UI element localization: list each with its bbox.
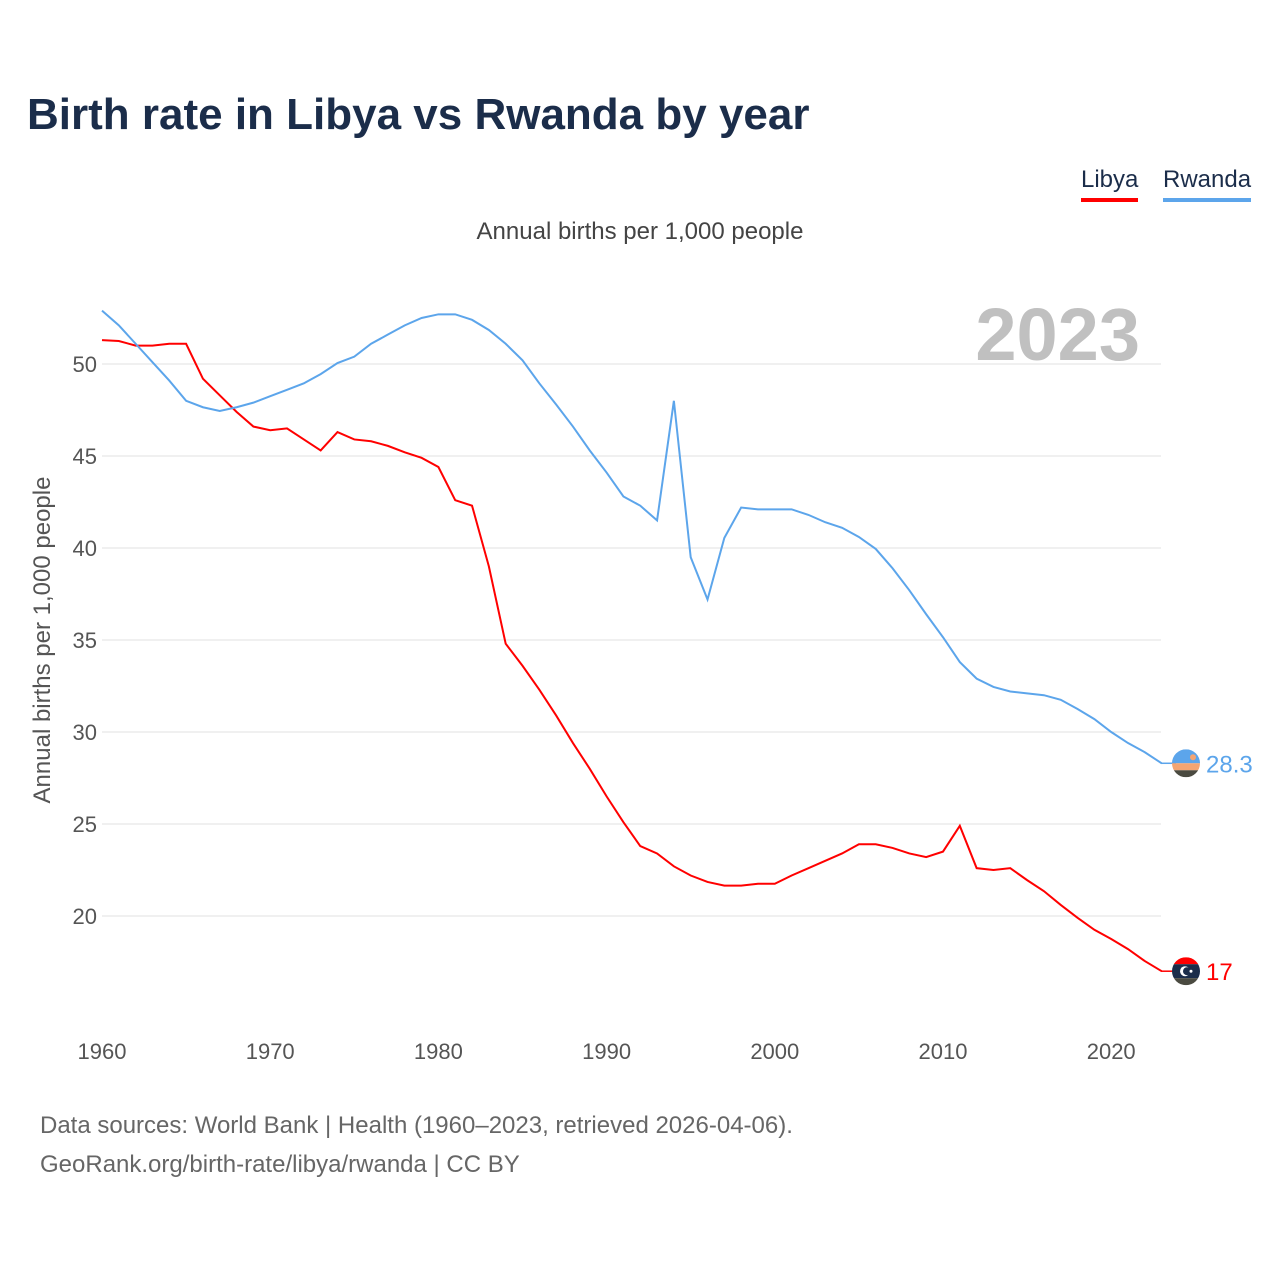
flag-stripe bbox=[1172, 770, 1200, 778]
y-tick-label: 25 bbox=[73, 812, 97, 837]
y-tick-label: 45 bbox=[73, 444, 97, 469]
flag-icon-rwanda bbox=[1172, 749, 1200, 778]
year-watermark: 2023 bbox=[975, 293, 1140, 376]
flag-stripe bbox=[1172, 957, 1200, 965]
footer: Data sources: World Bank | Health (1960–… bbox=[40, 1106, 793, 1184]
y-tick-label: 30 bbox=[73, 720, 97, 745]
flag-body bbox=[1172, 957, 1200, 986]
x-tick-label: 1980 bbox=[414, 1039, 463, 1064]
legend-item-libya[interactable]: Libya bbox=[1081, 166, 1139, 202]
flag-star bbox=[1189, 969, 1193, 973]
flag-crescent-cut bbox=[1183, 967, 1191, 976]
x-tick-label: 2000 bbox=[750, 1039, 799, 1064]
x-tick-label: 2020 bbox=[1087, 1039, 1136, 1064]
flag-icon-libya bbox=[1172, 957, 1200, 986]
attribution-link[interactable]: GeoRank.org/birth-rate/libya/rwanda | CC… bbox=[40, 1151, 520, 1178]
y-tick-label: 20 bbox=[73, 904, 97, 929]
series-line-rwanda bbox=[101, 309, 1163, 765]
chart-title: Birth rate in Libya vs Rwanda by year bbox=[27, 90, 810, 139]
end-value-label: 28.3 bbox=[1206, 751, 1253, 778]
chart-subtitle: Annual births per 1,000 people bbox=[476, 218, 804, 245]
x-tick-label: 1970 bbox=[246, 1039, 295, 1064]
x-tick-label: 2010 bbox=[919, 1039, 968, 1064]
flag-body bbox=[1172, 749, 1200, 778]
y-axis-label: Annual births per 1,000 people bbox=[29, 477, 56, 804]
legend-item-rwanda[interactable]: Rwanda bbox=[1163, 166, 1252, 202]
flag-sun bbox=[1190, 754, 1196, 761]
x-tick-label: 1990 bbox=[582, 1039, 631, 1064]
flag-stripe bbox=[1172, 978, 1200, 986]
end-value-label: 17 bbox=[1206, 959, 1233, 986]
source-text: Data sources: World Bank | Health (1960–… bbox=[40, 1112, 793, 1139]
flag-stripe bbox=[1172, 763, 1200, 771]
series-line-libya bbox=[101, 339, 1163, 973]
y-tick-label: 35 bbox=[73, 628, 97, 653]
x-tick-label: 1960 bbox=[78, 1039, 127, 1064]
y-tick-label: 50 bbox=[73, 352, 97, 377]
y-tick-label: 40 bbox=[73, 536, 97, 561]
